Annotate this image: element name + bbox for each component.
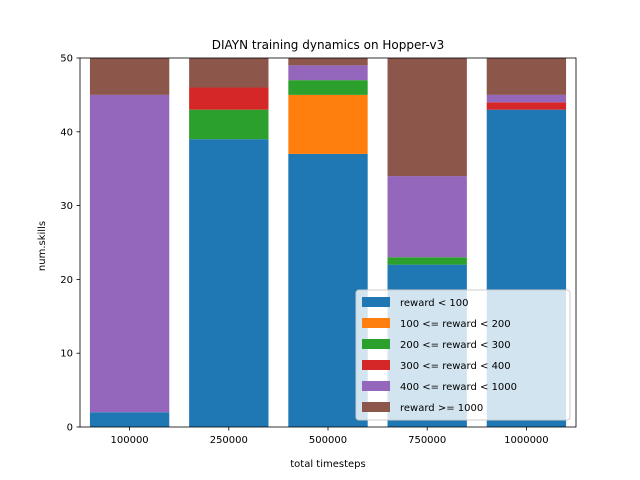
y-tick-label: 10: [60, 349, 73, 360]
bar-500000-reward-100: [288, 153, 368, 427]
bar-250000-reward-1000: [189, 58, 269, 88]
bar-100000-400-reward-1000: [89, 94, 170, 413]
bar-100000-reward-1000: [89, 58, 170, 95]
bar-1000000-400-reward-1000: [486, 94, 567, 103]
x-tick-label: 500000: [309, 435, 347, 446]
legend-swatch-reward-1000: [362, 402, 390, 412]
legend-label: 400 <= reward < 1000: [400, 382, 517, 393]
y-tick-label: 0: [67, 423, 73, 434]
bar-1000000-reward-1000: [486, 58, 567, 95]
bars-group: [89, 58, 567, 427]
legend-label: reward >= 1000: [400, 403, 483, 414]
bar-500000-reward-1000: [288, 58, 368, 66]
legend-swatch-300-reward-400: [362, 360, 390, 370]
chart-title: DIAYN training dynamics on Hopper-v3: [212, 38, 445, 52]
bar-500000-200-reward-300: [288, 80, 368, 95]
legend-swatch-100-reward-200: [362, 318, 390, 328]
legend-box: [355, 289, 571, 421]
axes-group: 100000 250000 500000 750000 1000000 0 10 20 30 40…: [60, 54, 577, 446]
y-tick-label: 30: [60, 201, 73, 212]
bar-500000-100-reward-200: [288, 94, 368, 154]
x-tick-label: 750000: [408, 435, 446, 446]
bar-750000-400-reward-1000: [387, 176, 467, 258]
bar-1000000-300-reward-400: [486, 102, 567, 110]
x-tick-label: 1000000: [504, 435, 549, 446]
bar-500000-400-reward-1000: [288, 65, 368, 81]
y-tick-label: 40: [60, 127, 73, 138]
legend-swatch-400-reward-1000: [362, 381, 390, 391]
y-tick-label: 50: [60, 54, 73, 65]
legend: reward < 100 100 <= reward < 200 200 <= re…: [355, 289, 571, 421]
legend-label: 300 <= reward < 400: [400, 361, 511, 372]
bar-750000-200-reward-300: [387, 257, 467, 265]
y-axis-label: num.skills: [37, 221, 48, 271]
legend-swatch-200-reward-300: [362, 339, 390, 349]
legend-swatch-reward-100: [362, 297, 390, 307]
bar-100000-reward-100: [89, 412, 170, 427]
legend-label: reward < 100: [400, 298, 468, 309]
bar-250000-reward-100: [189, 139, 269, 427]
x-tick-label: 100000: [111, 435, 149, 446]
bar-750000-reward-1000: [387, 58, 467, 177]
legend-label: 100 <= reward < 200: [400, 319, 511, 330]
x-axis-label: total timesteps: [290, 459, 365, 470]
bar-250000-200-reward-300: [189, 109, 269, 140]
y-tick-label: 20: [60, 275, 73, 286]
legend-label: 200 <= reward < 300: [400, 340, 511, 351]
bar-250000-300-reward-400: [189, 87, 269, 110]
x-tick-label: 250000: [210, 435, 248, 446]
